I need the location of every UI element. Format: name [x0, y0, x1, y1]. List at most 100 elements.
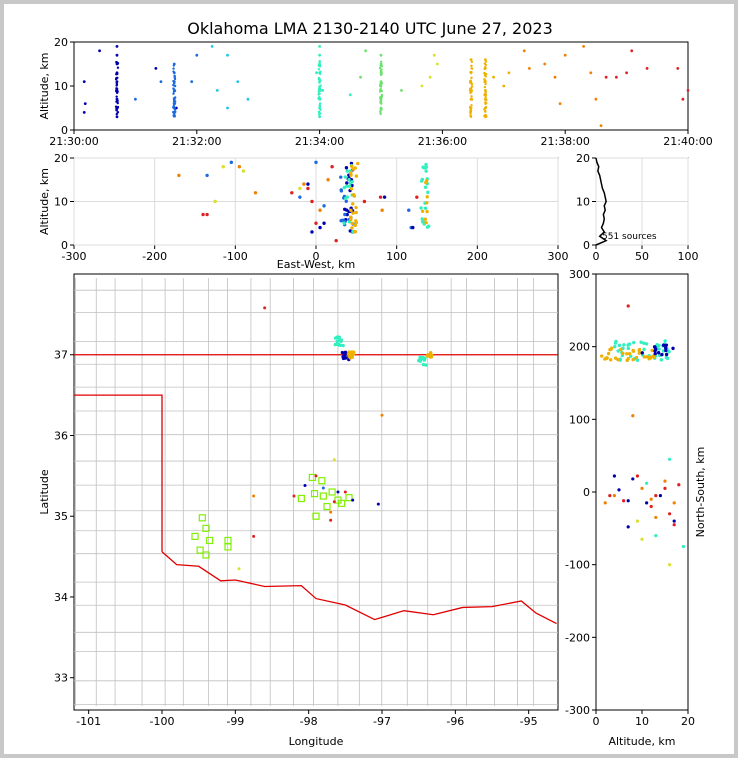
source-point — [172, 90, 176, 93]
x-axis-label: Altitude, km — [608, 735, 675, 748]
source-point — [654, 515, 658, 520]
source-point — [484, 82, 487, 86]
source-point — [635, 474, 640, 478]
source-point — [484, 72, 488, 76]
source-point — [172, 100, 176, 103]
source-point — [470, 64, 473, 68]
source-point — [221, 165, 225, 169]
lma-station-marker — [202, 524, 210, 532]
source-point — [645, 501, 649, 505]
source-point — [229, 160, 233, 165]
lma-station-marker — [198, 514, 206, 522]
source-point — [339, 188, 343, 192]
source-point — [642, 341, 646, 346]
source-point — [379, 112, 382, 116]
state-border — [161, 551, 557, 625]
y-tick-label: 10 — [54, 196, 68, 209]
source-point — [423, 217, 428, 221]
source-point — [664, 348, 668, 353]
lma-station-marker — [206, 536, 214, 545]
source-point — [425, 201, 429, 205]
plan-view-frame — [73, 273, 559, 711]
source-point — [314, 474, 318, 478]
plan-view-axes: -101 -100 -99 -98 -97 -96 -95 33 34 35 36 37 — [54, 273, 559, 728]
county-lines — [74, 278, 558, 706]
source-point — [321, 486, 325, 490]
source-point — [380, 62, 383, 66]
state-border — [74, 394, 163, 552]
source-point — [672, 523, 676, 527]
source-point — [619, 347, 623, 352]
source-point — [654, 494, 658, 498]
lma-station-marker — [224, 543, 232, 551]
source-point — [83, 102, 87, 105]
source-point — [483, 93, 486, 97]
source-point — [612, 474, 617, 478]
source-point — [421, 362, 426, 367]
source-point — [379, 83, 382, 86]
source-point — [334, 238, 338, 243]
source-point — [379, 80, 382, 84]
lma-station-marker — [338, 499, 346, 507]
source-point — [426, 190, 430, 195]
source-point — [470, 70, 473, 74]
source-point — [665, 356, 670, 361]
source-point — [339, 219, 343, 223]
source-point — [640, 351, 644, 355]
source-point — [340, 350, 345, 355]
source-point — [614, 75, 618, 79]
chart-title: Oklahoma LMA 2130-2140 UTC June 27, 2023 — [187, 19, 553, 38]
source-point — [352, 230, 357, 234]
source-point — [484, 95, 487, 99]
source-point — [563, 53, 567, 57]
source-point — [502, 84, 506, 88]
lma-station-marker — [323, 502, 331, 511]
source-point — [470, 60, 474, 64]
source-point — [290, 191, 294, 195]
source-point — [469, 107, 472, 110]
source-point — [483, 80, 486, 84]
source-point — [172, 102, 176, 105]
source-point — [469, 58, 473, 61]
ns-height-axes: 0 10 20 -300 -200 -100 0 100 200 300 — [565, 268, 695, 728]
source-point — [470, 82, 474, 86]
source-point — [310, 199, 314, 204]
source-point — [332, 458, 336, 462]
source-point — [173, 77, 177, 81]
source-point — [359, 75, 362, 79]
source-point — [356, 161, 360, 166]
figure-canvas: Oklahoma LMA 2130-2140 UTC June 27, 2023… — [38, 19, 713, 748]
source-point — [349, 187, 354, 191]
source-point — [628, 352, 632, 356]
source-point — [318, 105, 322, 108]
source-point — [608, 358, 613, 362]
x-axis-label: East-West, km — [277, 258, 355, 271]
source-point — [484, 110, 487, 113]
source-point — [425, 225, 430, 229]
source-point — [318, 115, 321, 119]
source-point — [430, 353, 434, 358]
x-tick-label: -97 — [373, 715, 391, 728]
source-point — [303, 484, 307, 488]
source-point — [629, 354, 633, 358]
source-point — [484, 60, 488, 63]
source-point — [484, 63, 487, 67]
source-point — [379, 87, 382, 91]
source-point — [626, 499, 630, 503]
x-tick-label: 21:36:00 — [418, 135, 467, 148]
source-point — [310, 230, 314, 234]
source-point — [326, 178, 330, 182]
y-tick-label: 35 — [54, 510, 68, 523]
source-point — [319, 98, 322, 101]
source-point — [379, 110, 382, 114]
lma-station-marker — [191, 532, 199, 541]
source-point — [115, 95, 118, 98]
source-point — [344, 166, 349, 170]
y-axis-label: Altitude, km — [38, 168, 51, 235]
source-point — [298, 186, 302, 191]
y-axis-label: North-South, km — [694, 447, 707, 538]
source-point — [484, 105, 488, 109]
source-point — [343, 212, 347, 217]
source-point — [115, 112, 119, 116]
source-point — [411, 225, 415, 230]
